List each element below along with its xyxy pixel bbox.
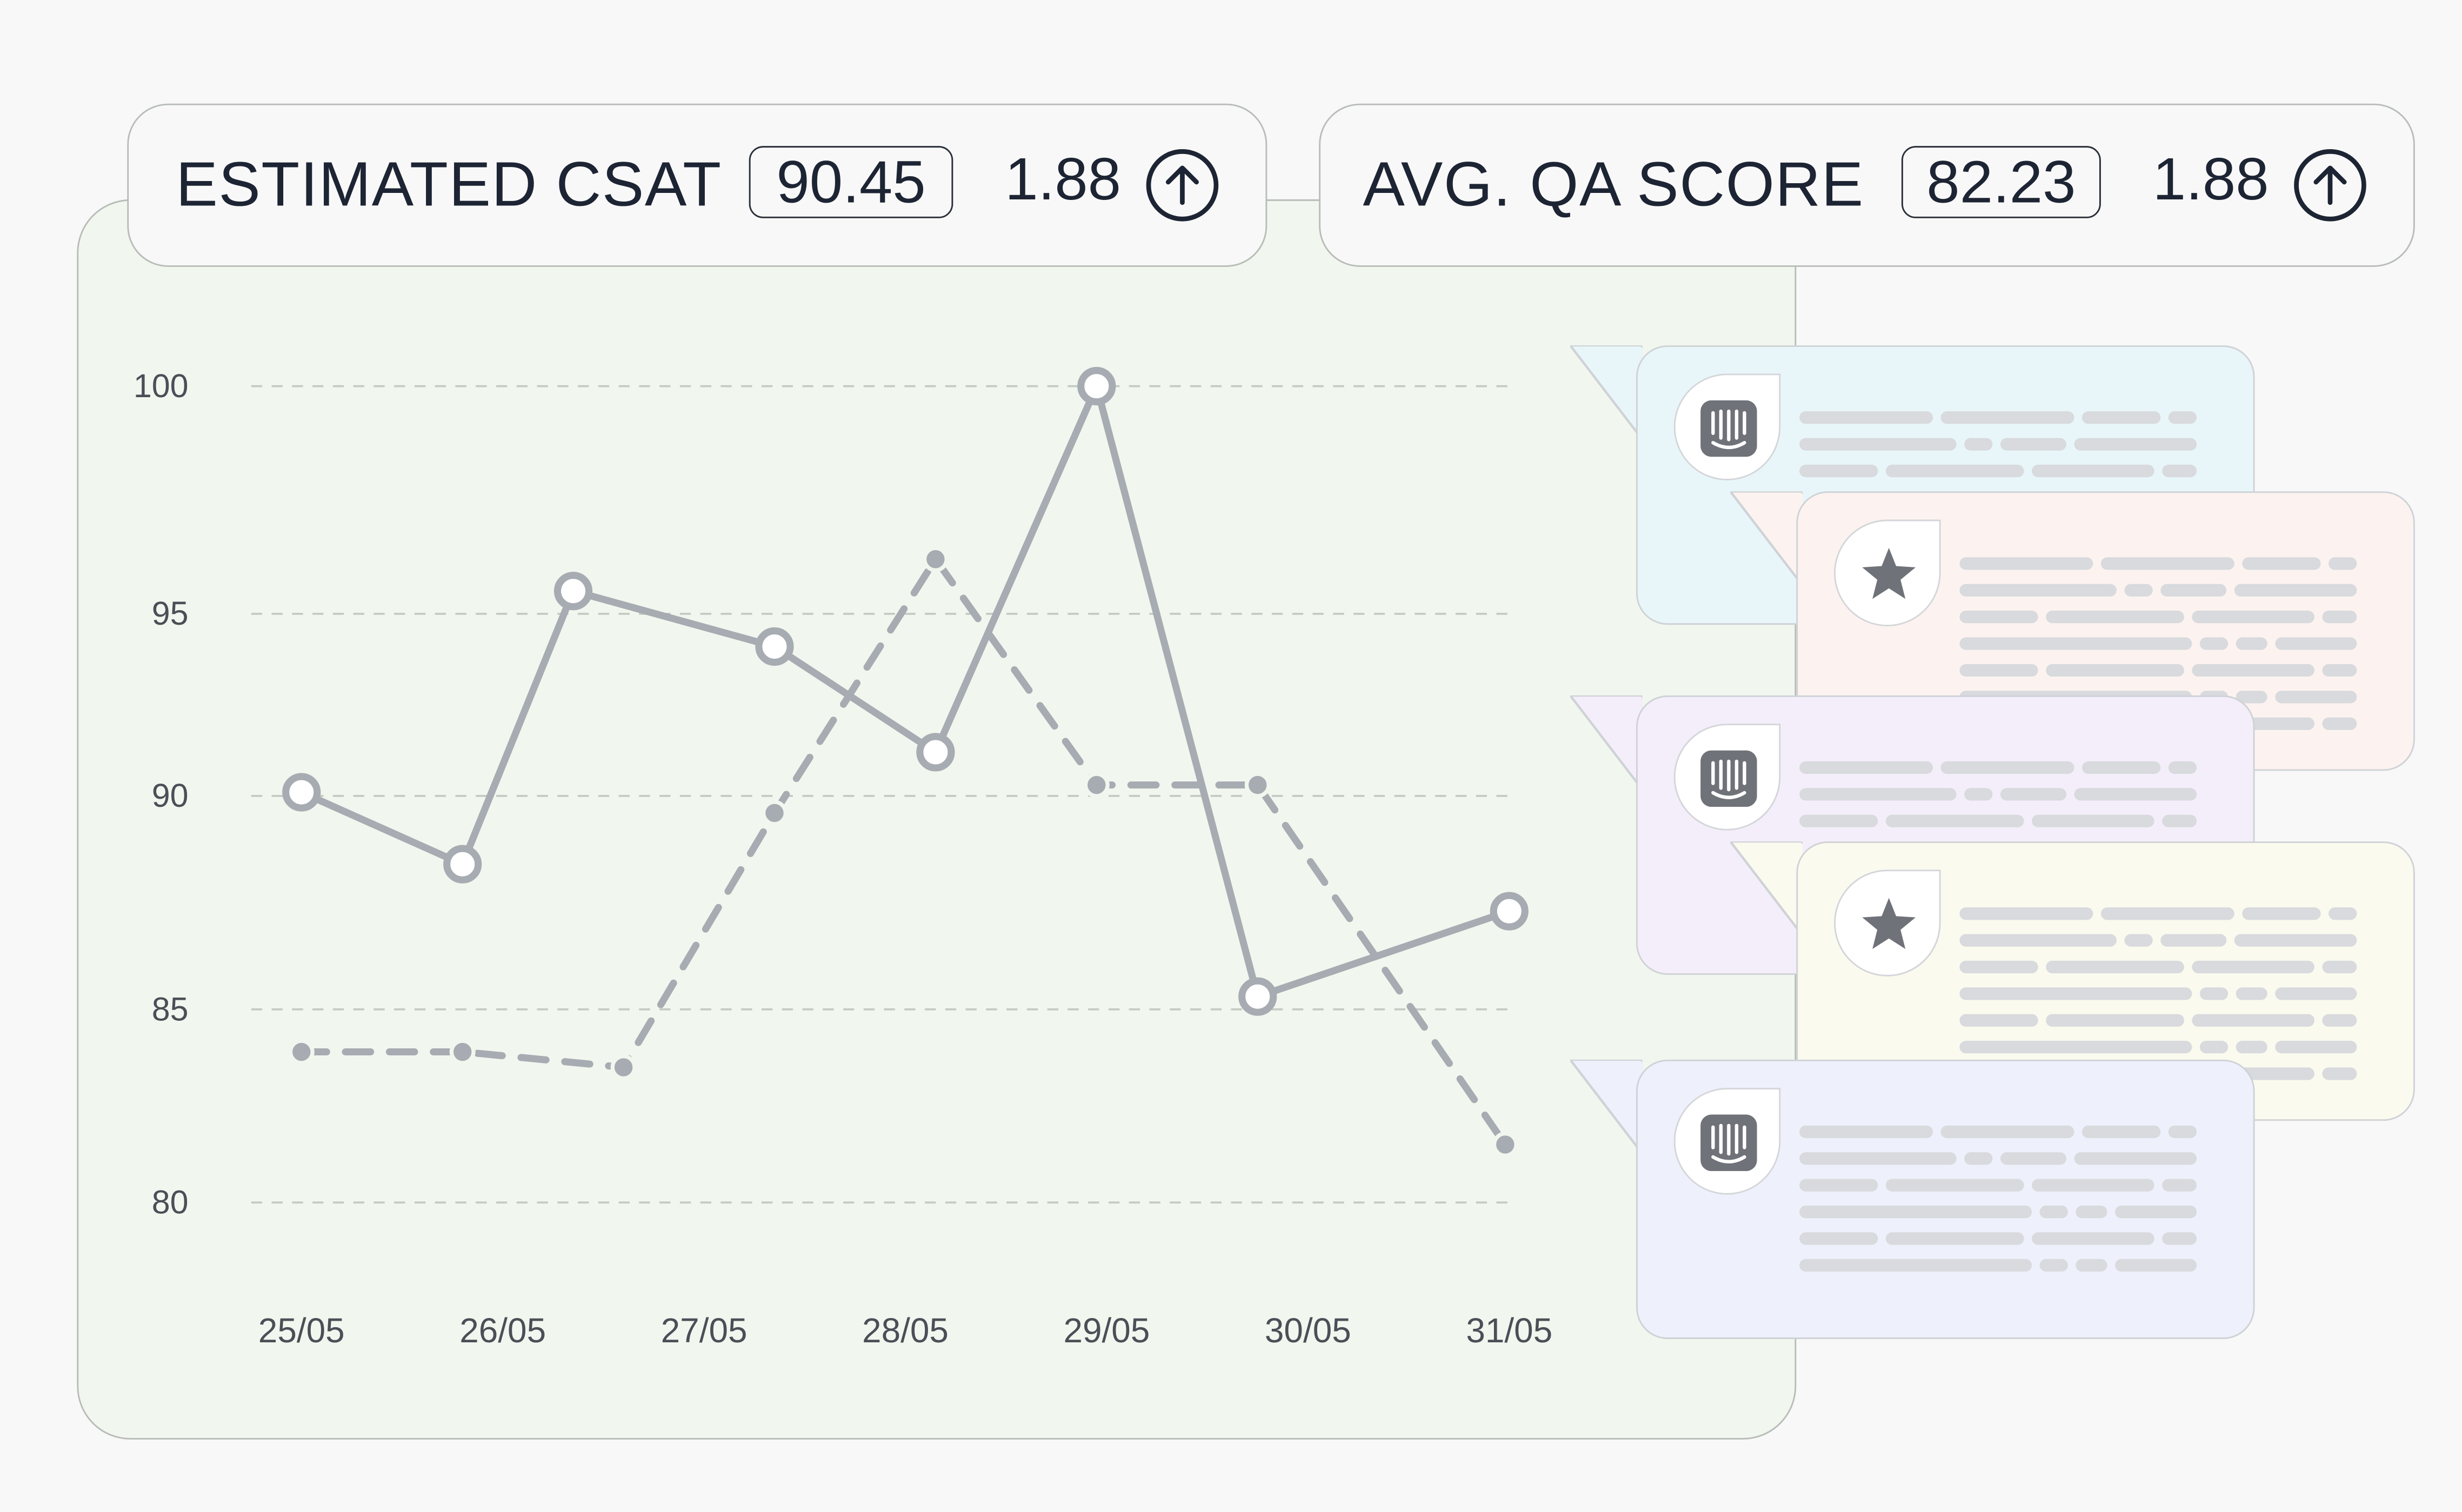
intercom-avatar: [1673, 373, 1781, 480]
y-tick-label: 95: [152, 595, 189, 632]
estimated-csat-point: [443, 845, 482, 884]
x-tick-label: 29/05: [1063, 1311, 1150, 1350]
series-layer: [282, 367, 1529, 1158]
intercom-avatar: [1673, 724, 1781, 831]
y-tick-label: 100: [134, 367, 189, 404]
star-icon: [1862, 898, 1916, 949]
avg-qa-score-point: [288, 1039, 315, 1065]
grid-lines: [251, 385, 1511, 1204]
csat-card: ESTIMATED CSAT 90.45 1.88: [127, 103, 1267, 267]
conversation-bubble-1: [1570, 345, 2255, 625]
avg-qa-score-point: [1492, 1132, 1518, 1158]
csat-delta: 1.88: [1005, 148, 1122, 214]
bubble-tail: [1730, 841, 1803, 936]
csat-label: ESTIMATED CSAT: [176, 150, 722, 220]
bubble-tail: [1570, 345, 1643, 440]
star-avatar: [1834, 519, 1941, 627]
arrow-up-circle-icon: [1146, 149, 1219, 222]
star-icon: [1862, 547, 1916, 599]
x-tick-label: 26/05: [459, 1311, 546, 1350]
avg-qa-score-point: [1244, 772, 1271, 798]
y-tick-label: 90: [152, 777, 189, 814]
bubble-tail: [1570, 1059, 1643, 1154]
estimated-csat-point: [282, 773, 321, 812]
y-tick-label: 80: [152, 1184, 189, 1221]
avg-qa-score-point: [1083, 772, 1110, 798]
star-avatar: [1834, 869, 1941, 976]
x-tick-label: 28/05: [862, 1311, 949, 1350]
avg-qa-score-point: [761, 800, 788, 826]
estimated-csat-line: [298, 383, 1513, 1000]
qa-score-card: AVG. QA SCORE 82.23 1.88: [1319, 103, 2415, 267]
intercom-icon: [1700, 400, 1757, 457]
estimated-csat-point: [1077, 367, 1116, 406]
qa-score-value-badge: 82.23: [1901, 146, 2101, 218]
estimated-csat-point: [1490, 892, 1529, 931]
qa-score-label: AVG. QA SCORE: [1363, 150, 1864, 220]
bubble-tail: [1730, 491, 1803, 586]
estimated-csat-point: [1238, 977, 1277, 1016]
x-tick-label: 31/05: [1466, 1311, 1552, 1350]
estimated-csat-point: [553, 572, 593, 611]
avg-qa-score-point: [449, 1039, 476, 1065]
csat-value-badge: 90.45: [749, 146, 953, 218]
x-tick-label: 30/05: [1265, 1311, 1351, 1350]
avg-qa-score-point: [922, 546, 949, 572]
intercom-icon: [1700, 750, 1757, 807]
x-axis-ticks: 25/05 26/05 27/05 28/05 29/05 30/05 31/05: [258, 1311, 1552, 1350]
avg-qa-score-point: [610, 1054, 637, 1081]
conversation-bubble-5: [1570, 1059, 2255, 1339]
intercom-avatar: [1673, 1088, 1781, 1195]
x-tick-label: 25/05: [258, 1311, 345, 1350]
qa-score-delta: 1.88: [2152, 148, 2269, 214]
x-tick-label: 27/05: [661, 1311, 748, 1350]
y-tick-label: 85: [152, 991, 189, 1027]
bubble-tail: [1570, 695, 1643, 790]
y-axis-ticks: 100 95 90 85 80: [134, 367, 189, 1221]
estimated-csat-point: [916, 733, 955, 772]
avg-qa-score-line: [298, 556, 1509, 1148]
intercom-icon: [1700, 1114, 1757, 1172]
arrow-up-circle-icon: [2294, 149, 2366, 222]
estimated-csat-point: [755, 627, 794, 666]
